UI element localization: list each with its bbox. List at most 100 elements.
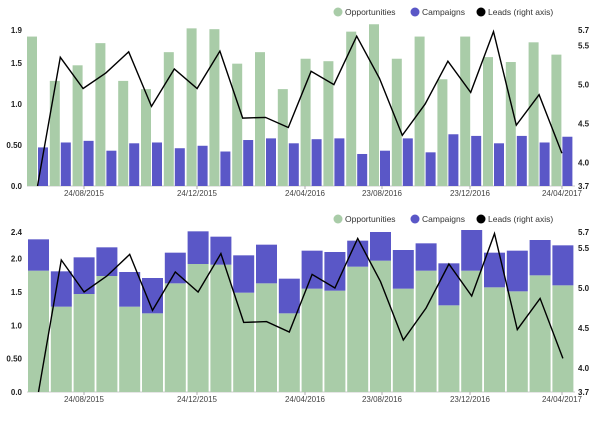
x-tick-label: 24/04/2016 — [285, 189, 326, 198]
bar-opportunities — [187, 264, 209, 392]
y-right-tick-label: 5.5 — [578, 42, 590, 51]
legend: Opportunities Campaigns Leads (right axis) — [333, 7, 553, 17]
bar-campaigns — [152, 142, 162, 186]
line-leads — [36, 29, 563, 187]
legend-label: Opportunities — [345, 214, 396, 224]
legend-marker — [333, 214, 343, 224]
bar-campaigns — [129, 143, 140, 186]
bar-campaigns — [438, 263, 460, 306]
bar-campaigns — [50, 271, 72, 307]
legend-marker — [476, 214, 486, 224]
y-tick-label: 1.0 — [11, 100, 23, 109]
bar-opportunities — [233, 292, 255, 392]
x-tick-label: 23/12/2016 — [450, 189, 491, 198]
bar-campaigns — [529, 240, 551, 276]
legend-marker — [333, 7, 343, 17]
bar-opportunities — [28, 270, 49, 392]
bar-opportunities — [461, 270, 483, 392]
bar-opportunities — [210, 264, 232, 392]
bar-opportunities — [164, 283, 186, 392]
bar-opportunities — [95, 43, 106, 186]
x-tick-label: 24/12/2015 — [177, 395, 218, 404]
y-right-tick-label: 5.7 — [578, 26, 590, 35]
bar-opportunities — [209, 29, 220, 186]
x-tick-label: 24/04/2016 — [285, 395, 326, 404]
bar-campaigns — [197, 145, 208, 186]
bar-opportunities — [186, 28, 197, 186]
chart-panel-2: 0.0 0.50 1.0 1.5 2.0 2.4 3.7 4.0 4.5 5.0 5.5 5.7 24/… — [6, 214, 589, 404]
bar-opportunities — [232, 63, 243, 186]
y-tick-label: 0.0 — [11, 388, 23, 397]
bar-opportunities — [118, 80, 129, 186]
y-right-tick-label: 5.5 — [578, 244, 590, 253]
bar-opportunities — [528, 42, 539, 186]
y-tick-label: 1.5 — [11, 288, 23, 297]
bar-campaigns — [370, 232, 391, 261]
bar-opportunities — [142, 313, 163, 392]
bar-campaigns — [380, 150, 390, 186]
bar-campaigns — [539, 142, 550, 186]
x-tick-label: 24/08/2015 — [64, 189, 105, 198]
bar-opportunities — [551, 54, 562, 187]
bar-opportunities — [529, 275, 551, 392]
chart-panel-1: 0.0 0.50 1.0 1.5 1.9 3.7 4.0 4.5 5.0 5.5 5.7 24/08/… — [6, 7, 589, 198]
bar-campaigns — [38, 147, 48, 186]
legend-marker — [410, 214, 420, 224]
bar-opportunities — [49, 80, 60, 186]
y-right-tick-label: 4.5 — [578, 324, 590, 333]
bar-campaigns — [164, 252, 186, 284]
legend-marker — [410, 7, 420, 17]
bar-opportunities — [256, 283, 277, 392]
bar-campaigns — [83, 140, 94, 186]
y-right-tick-label: 5.0 — [578, 81, 590, 90]
y-tick-label: 2.0 — [11, 255, 23, 264]
bar-opportunities — [324, 290, 346, 392]
bar-opportunities — [277, 89, 288, 186]
bar-campaigns — [392, 250, 414, 289]
bar-campaigns — [220, 151, 231, 186]
bar-opportunities — [460, 36, 471, 186]
y-right-tick-label: 5.7 — [578, 228, 590, 237]
y-right-tick-label: 3.7 — [578, 182, 590, 191]
legend-label: Campaigns — [422, 214, 465, 224]
y-right-tick-label: 5.0 — [578, 284, 590, 293]
x-tick-label: 24/04/2017 — [542, 395, 583, 404]
y-tick-label: 0.50 — [6, 141, 22, 150]
y-right-tick-label: 4.0 — [578, 364, 590, 373]
bar-campaigns — [256, 244, 277, 284]
bar-opportunities — [73, 294, 95, 392]
bar-campaigns — [73, 257, 95, 294]
y-tick-label: 0.50 — [6, 355, 22, 364]
bar-opportunities — [415, 270, 437, 392]
bar-campaigns — [119, 272, 141, 307]
bar-campaigns — [334, 138, 345, 186]
bar-campaigns — [142, 278, 163, 314]
bar-opportunities — [278, 313, 300, 392]
bar-campaigns — [357, 153, 368, 186]
bar-opportunities — [27, 36, 37, 186]
bar-campaigns — [187, 231, 209, 264]
bar-campaigns — [106, 150, 117, 186]
bar-opportunities — [505, 62, 516, 186]
bar-campaigns — [28, 239, 49, 271]
x-tick-label: 23/08/2016 — [362, 395, 403, 404]
line-leads — [37, 231, 564, 393]
bar-campaigns — [552, 245, 574, 286]
y-tick-label: 0.0 — [11, 182, 23, 191]
x-tick-label: 23/08/2016 — [362, 189, 403, 198]
bar-campaigns — [494, 143, 504, 186]
bar-opportunities — [141, 89, 151, 186]
legend-label: Opportunities — [345, 7, 396, 17]
bar-campaigns — [288, 143, 299, 186]
legend-label: Leads (right axis) — [488, 7, 553, 17]
bar-campaigns — [233, 255, 255, 293]
bar-campaigns — [210, 236, 232, 265]
bar-campaigns — [174, 148, 185, 186]
bar-campaigns — [311, 139, 322, 186]
bar-opportunities — [255, 52, 265, 186]
bar-opportunities — [119, 306, 141, 392]
bar-campaigns — [402, 138, 413, 186]
bar-campaigns — [484, 252, 505, 288]
bar-campaigns — [243, 140, 254, 186]
bar-campaigns — [506, 250, 528, 292]
